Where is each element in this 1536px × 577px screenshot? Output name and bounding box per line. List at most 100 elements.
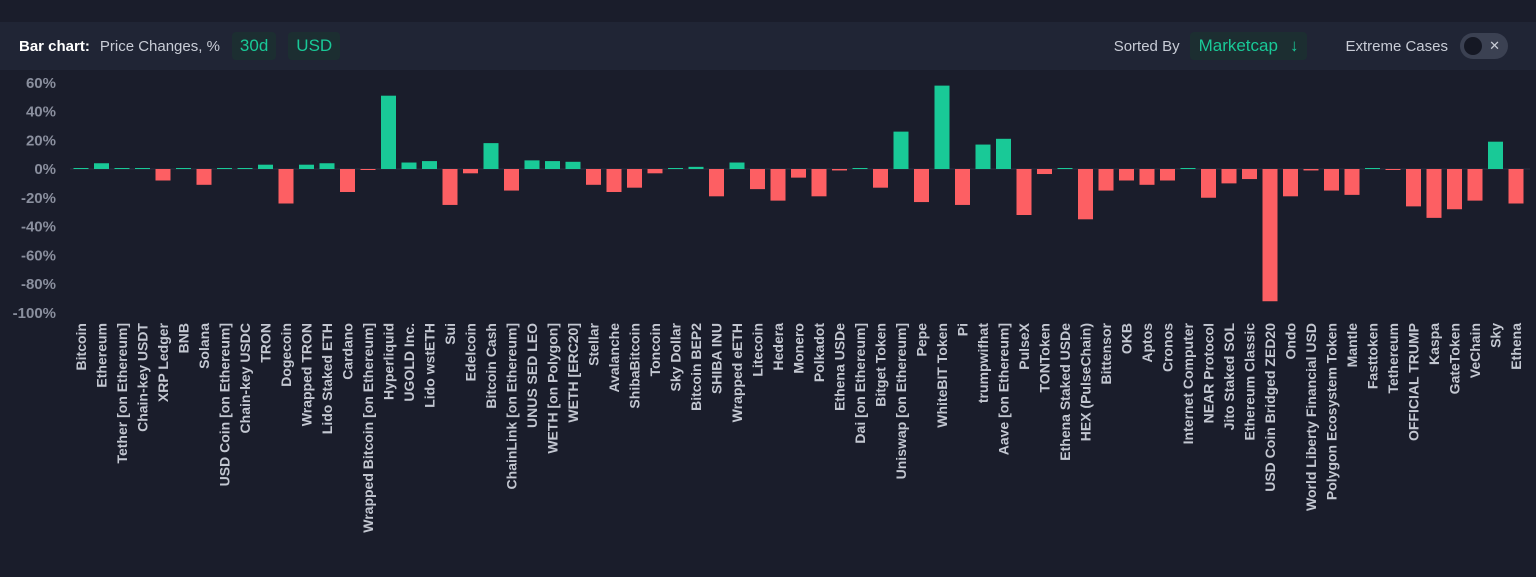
bar[interactable] [360,169,376,170]
x-tick-label: Stellar [586,322,602,365]
x-tick-label: WETH [on Polygon] [545,323,561,454]
sort-selector[interactable]: Marketcap ↓ [1189,32,1308,60]
bar[interactable] [1324,169,1339,191]
x-tick-label: USD Coin Bridged ZED20 [1262,323,1278,492]
bar[interactable] [1426,169,1442,218]
bar[interactable] [73,168,89,169]
bar[interactable] [1016,169,1032,215]
bar[interactable] [1098,169,1114,191]
bar[interactable] [155,169,171,181]
bar[interactable] [791,169,806,178]
bar[interactable] [299,164,314,169]
bar[interactable] [442,169,458,205]
x-tick-label: Tethereum [1385,323,1401,394]
bar[interactable] [1180,168,1196,169]
bar[interactable] [1201,169,1216,198]
bar[interactable] [545,161,560,169]
y-tick-label: 40% [26,104,56,121]
bar[interactable] [1303,169,1319,171]
x-tick-label: Jito Staked SOL [1221,323,1237,431]
x-tick-label: Ethereum [94,323,110,388]
x-tick-label: Kaspa [1426,323,1442,365]
bar[interactable] [1385,169,1401,170]
x-tick-label: Cronos [1160,323,1176,372]
bar[interactable] [668,168,683,169]
bar[interactable] [1057,168,1073,169]
bar[interactable] [1078,169,1093,220]
metric-label[interactable]: Price Changes, % [99,37,220,55]
bar[interactable] [196,169,212,185]
bar[interactable] [258,164,273,169]
bar[interactable] [1242,169,1257,180]
bar[interactable] [340,169,355,192]
bar[interactable] [401,162,417,169]
x-tick-label: Ondo [1283,323,1299,360]
y-tick-label: 20% [26,132,56,149]
bar[interactable] [647,169,663,174]
extreme-cases-toggle[interactable]: ✕ [1460,33,1508,59]
x-tick-label: Chain-key USDC [237,323,253,433]
bar[interactable] [1262,169,1278,302]
bar[interactable] [1365,168,1380,169]
bar[interactable] [217,168,232,169]
bar[interactable] [729,162,745,169]
bar[interactable] [914,169,929,203]
bar[interactable] [955,169,970,205]
bar[interactable] [237,168,253,169]
bar[interactable] [524,160,540,169]
bar[interactable] [278,169,294,204]
x-tick-label: Dai [on Ethereum] [852,323,868,444]
bar[interactable] [1221,169,1237,184]
bar[interactable] [606,169,622,192]
bar[interactable] [975,144,991,169]
sort-value: Marketcap [1198,36,1278,55]
bar[interactable] [319,163,335,169]
bar[interactable] [750,169,765,190]
x-tick-label: SHIBA INU [709,323,725,394]
bar[interactable] [176,168,191,169]
x-tick-label: TONToken [1037,323,1053,393]
bar[interactable] [832,169,847,171]
bar[interactable] [1139,169,1155,185]
x-tick-label: Wrapped eETH [729,323,745,422]
bar[interactable] [688,166,704,169]
bar[interactable] [873,169,888,188]
bar[interactable] [934,85,950,169]
x-tick-label: OKB [1119,323,1135,354]
sorted-by-label: Sorted By [1113,37,1180,55]
bar[interactable] [1283,169,1298,197]
bar[interactable] [114,168,130,169]
bar[interactable] [770,169,786,201]
bar[interactable] [1119,169,1134,181]
bar[interactable] [483,143,499,169]
x-tick-label: BNB [176,323,192,353]
bar[interactable] [422,161,437,169]
currency-selector[interactable]: USD [288,32,341,60]
bar[interactable] [852,168,868,169]
bar[interactable] [381,95,396,169]
arrow-down-icon[interactable]: ↓ [1289,36,1299,55]
bar[interactable] [504,169,519,191]
bar[interactable] [1160,169,1175,181]
x-tick-label: Toncoin [647,323,663,376]
bar[interactable] [135,168,150,169]
bar[interactable] [709,169,724,197]
bar[interactable] [94,163,109,169]
bar[interactable] [893,131,909,169]
bar[interactable] [627,169,642,188]
bar[interactable] [996,138,1011,169]
bar[interactable] [1488,141,1503,169]
bar[interactable] [811,169,827,197]
bar[interactable] [1406,169,1421,207]
bar[interactable] [1344,169,1360,195]
x-tick-label: Ethena [1508,323,1524,370]
bar[interactable] [1037,169,1052,175]
bar[interactable] [1467,169,1483,201]
period-selector[interactable]: 30d [231,32,277,60]
y-tick-label: 0% [34,161,56,178]
bar[interactable] [586,169,601,185]
bar[interactable] [1447,169,1462,210]
bar[interactable] [1508,169,1524,204]
bar[interactable] [463,169,478,174]
bar[interactable] [565,161,581,169]
